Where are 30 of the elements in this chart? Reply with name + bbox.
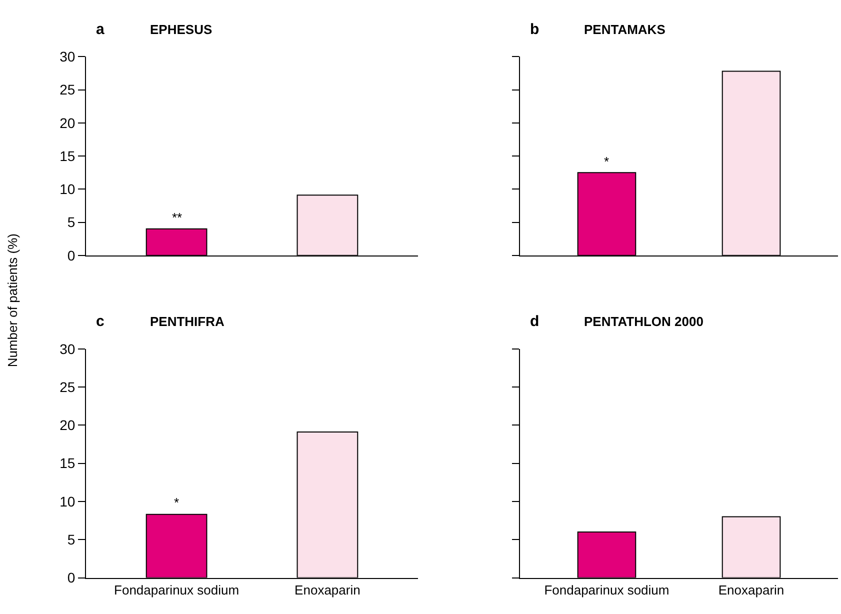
y-tick-label: 20 [60, 417, 76, 434]
annotation: * [174, 495, 180, 510]
chart-title: PENTAMAKS [584, 22, 666, 37]
chart-title: PENTHIFRA [150, 314, 225, 329]
y-tick-label: 10 [60, 493, 76, 510]
x-tick-label: Fondaparinux sodium [114, 582, 240, 598]
text: d [530, 313, 540, 330]
y-tick-label: 25 [60, 82, 76, 98]
chart-title: PENTATHLON 2000 [584, 314, 704, 329]
y-axis-title: Number of patients (%) [4, 234, 20, 368]
x-tick-label: Fondaparinux sodium [544, 582, 670, 598]
y-tick-label: 30 [60, 48, 76, 65]
chart-title: EPHESUS [150, 22, 212, 37]
y-tick-label: 30 [60, 340, 76, 357]
y-tick-label: 15 [60, 455, 76, 472]
x-tick-label: Enoxaparin [294, 582, 360, 598]
annotation: * [604, 154, 610, 169]
text: c [96, 313, 104, 330]
text: a [96, 21, 105, 38]
y-tick-label: 25 [60, 378, 76, 395]
y-tick-label: 5 [67, 214, 76, 230]
text: b [530, 21, 540, 38]
y-tick-label: 10 [60, 181, 76, 198]
y-tick-label: 20 [60, 114, 76, 131]
x-tick-label: Enoxaparin [718, 582, 784, 598]
annotation: ** [172, 210, 182, 225]
y-tick-label: 0 [67, 247, 76, 264]
y-tick-label: 0 [67, 570, 76, 586]
y-tick-label: 5 [67, 532, 76, 548]
y-tick-label: 15 [60, 148, 76, 164]
